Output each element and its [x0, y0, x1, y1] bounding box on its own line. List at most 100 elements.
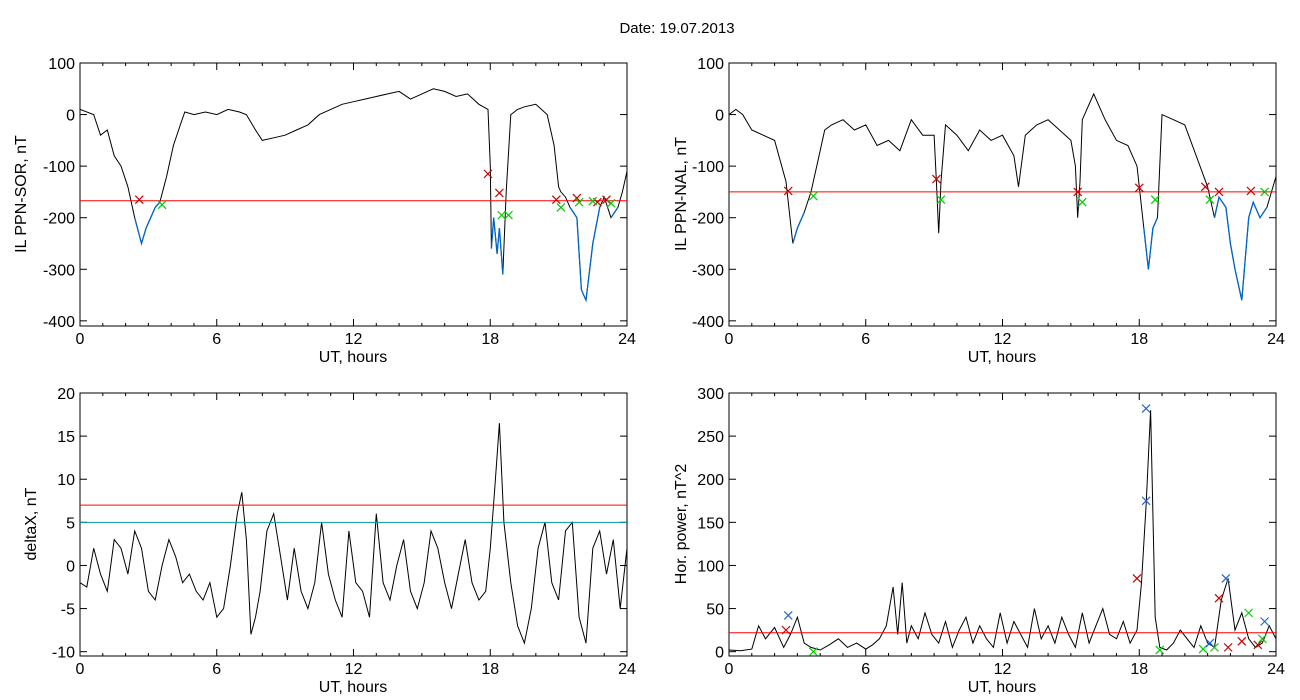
- event-trace-segment: [134, 201, 161, 246]
- y-tick-label: 200: [697, 472, 724, 489]
- end-marker: [1260, 187, 1270, 197]
- x-tick-label: 24: [1267, 331, 1285, 348]
- series-trace: [80, 88, 627, 303]
- y-axis-label: Hor. power, nT^2: [673, 464, 690, 585]
- event-trace-segment: [1143, 217, 1159, 270]
- y-tick-label: -200: [43, 211, 75, 228]
- x-tick-label: 18: [1130, 661, 1148, 678]
- end-marker: [1257, 634, 1267, 644]
- y-tick-label: 10: [57, 472, 75, 489]
- start-marker: [602, 195, 611, 205]
- peak-marker: [1141, 496, 1151, 506]
- y-tick-label: 20: [57, 386, 75, 403]
- start-marker: [1237, 636, 1247, 646]
- y-axis-label: IL PPN-NAL, nT: [673, 137, 690, 251]
- plot-area: [729, 92, 1276, 301]
- end-marker: [556, 202, 566, 212]
- y-tick-label: 0: [715, 108, 724, 125]
- x-tick-label: 6: [212, 331, 221, 348]
- end-marker: [936, 195, 946, 205]
- y-tick-label: -100: [692, 159, 724, 176]
- end-marker: [1244, 608, 1254, 618]
- x-tick-label: 6: [861, 661, 870, 678]
- panel-deltax: 0 6 12 18 24 20 15 10 5 0 -5 -10 UT, hours deltaX, …: [23, 386, 636, 696]
- peak-marker: [1260, 617, 1270, 626]
- peak-marker: [1141, 404, 1151, 413]
- x-axis-label: UT, hours: [968, 679, 1036, 696]
- start-marker: [494, 188, 504, 198]
- y-tick-label: -400: [692, 314, 724, 331]
- end-marker: [157, 200, 167, 210]
- series-trace: [729, 92, 1276, 301]
- x-tick-label: 12: [345, 661, 363, 678]
- end-marker: [808, 647, 818, 656]
- x-tick-label: 12: [994, 661, 1012, 678]
- start-marker: [1246, 186, 1256, 196]
- start-marker: [783, 186, 793, 196]
- start-marker: [1073, 187, 1083, 197]
- peak-marker: [1205, 638, 1215, 648]
- y-tick-label: 300: [697, 386, 724, 403]
- event-trace-segment: [490, 217, 504, 275]
- event-trace-segment: [610, 207, 619, 219]
- panel-il-nal: 0 6 12 18 24 100 0 -100 -200 -300 -400 UT, hours I…: [673, 56, 1285, 366]
- x-tick-label: 0: [725, 331, 734, 348]
- peak-marker: [783, 611, 793, 620]
- x-tick-label: 18: [481, 661, 499, 678]
- start-marker: [931, 174, 941, 184]
- end-marker: [588, 196, 598, 206]
- start-marker: [781, 625, 791, 635]
- plot-area: [729, 404, 1276, 656]
- y-tick-label: 100: [48, 56, 75, 73]
- x-tick-label: 12: [994, 331, 1012, 348]
- y-tick-label: 5: [66, 515, 75, 532]
- y-tick-label: -300: [43, 262, 75, 279]
- start-marker: [1134, 183, 1144, 193]
- panel-il-sor: 0 6 12 18 24 100 0 -100 -200 -300 -400 UT, hours I…: [13, 56, 636, 366]
- start-marker: [1200, 182, 1210, 192]
- end-marker: [1077, 197, 1087, 207]
- plot-area: [80, 88, 627, 303]
- event-trace-segment: [569, 207, 601, 303]
- y-tick-label: 0: [66, 558, 75, 575]
- y-axis-label: deltaX, nT: [23, 487, 40, 560]
- series-trace: [729, 410, 1276, 652]
- y-tick-label: 0: [66, 108, 75, 125]
- y-tick-label: 100: [697, 558, 724, 575]
- x-axis-label: UT, hours: [319, 349, 387, 366]
- x-tick-label: 6: [212, 661, 221, 678]
- panel-power: 0 6 12 18 24 300 250 200 150 100 50 0 UT, hours Hor…: [673, 386, 1285, 696]
- event-trace-segment: [1213, 195, 1268, 301]
- end-marker: [606, 198, 616, 208]
- y-tick-label: 0: [715, 645, 724, 662]
- y-tick-label: -10: [52, 645, 75, 662]
- x-tick-label: 18: [481, 331, 499, 348]
- peak-marker: [1221, 573, 1231, 583]
- x-tick-label: 6: [861, 331, 870, 348]
- y-tick-label: -200: [692, 211, 724, 228]
- plot-frame: [728, 392, 1277, 657]
- end-marker: [504, 210, 513, 220]
- y-tick-label: 50: [706, 602, 724, 619]
- x-tick-label: 0: [725, 661, 734, 678]
- x-tick-label: 0: [76, 331, 85, 348]
- x-tick-label: 24: [1267, 661, 1285, 678]
- y-tick-label: 100: [697, 56, 724, 73]
- y-tick-label: 150: [697, 515, 724, 532]
- plot-area: [80, 423, 627, 645]
- start-marker: [1132, 573, 1142, 583]
- y-tick-label: -100: [43, 159, 75, 176]
- y-tick-label: 250: [697, 429, 724, 446]
- start-marker: [572, 193, 582, 203]
- start-marker: [551, 195, 561, 205]
- x-tick-label: 24: [618, 331, 636, 348]
- x-tick-label: 18: [1130, 331, 1148, 348]
- y-tick-label: 15: [57, 429, 75, 446]
- x-axis-label: UT, hours: [968, 349, 1036, 366]
- series-trace: [80, 423, 627, 645]
- end-marker: [1150, 195, 1160, 205]
- x-tick-label: 12: [345, 331, 363, 348]
- y-tick-label: -300: [692, 262, 724, 279]
- start-marker: [1214, 187, 1224, 197]
